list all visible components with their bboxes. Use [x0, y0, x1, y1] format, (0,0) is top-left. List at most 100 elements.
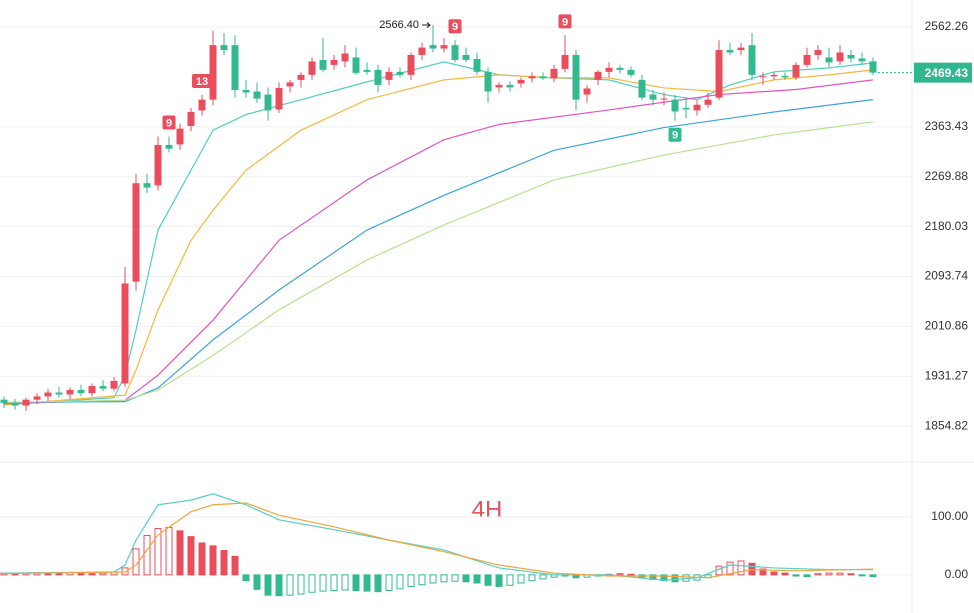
last-price-box: [914, 62, 972, 83]
macd-bar: [825, 572, 833, 576]
macd-bar: [836, 572, 844, 576]
candle-body: [352, 57, 360, 73]
macd-bar: [286, 574, 294, 596]
candle-body: [407, 54, 415, 75]
candle-body: [704, 99, 712, 105]
macd-bar: [484, 574, 492, 586]
macd-bar: [374, 574, 382, 593]
candle-body: [0, 399, 8, 403]
candle-body: [165, 144, 173, 149]
candle-body: [594, 71, 602, 80]
macd-bar: [330, 574, 338, 592]
candle-body: [363, 69, 371, 72]
moving-average: [3, 79, 874, 405]
macd-bar: [792, 574, 800, 577]
candle-body: [660, 98, 668, 100]
macd-bar: [473, 574, 481, 584]
macd-bar: [495, 574, 503, 587]
macd-bar: [726, 561, 734, 576]
macd-line: [3, 502, 874, 579]
td-marker-box: [558, 14, 572, 29]
candle-body: [473, 58, 481, 72]
candle-body: [682, 107, 690, 110]
candle-body: [759, 76, 767, 78]
macd-bar: [77, 572, 85, 576]
macd-bar: [407, 574, 415, 587]
candle-body: [726, 50, 734, 53]
candle-body: [154, 144, 162, 186]
candle-body: [440, 45, 448, 49]
macd-bar: [814, 573, 822, 576]
candle-body: [396, 71, 404, 75]
candle-body: [638, 79, 646, 98]
macd-bar: [176, 530, 184, 576]
y-tick-label: 0.00: [945, 567, 969, 581]
chart-title: 4H: [472, 496, 503, 523]
macd-bar: [55, 573, 63, 576]
macd-bar: [462, 574, 470, 583]
y-tick-label: 100.00: [931, 509, 968, 523]
candle-body: [770, 74, 778, 77]
macd-bar: [781, 572, 789, 576]
candle-body: [462, 54, 470, 60]
macd-bar: [352, 574, 360, 592]
macd-bar: [803, 574, 811, 578]
candle-body: [605, 67, 613, 72]
macd-bar: [231, 555, 239, 576]
candle-body: [825, 57, 833, 63]
high-price-label: 2566.40: [379, 19, 419, 31]
td-marker-box: [668, 127, 682, 142]
candle-body: [253, 91, 261, 99]
candle-body: [517, 79, 525, 84]
macd-bar: [418, 574, 426, 586]
candle-body: [231, 45, 239, 90]
macd-bar: [88, 573, 96, 576]
candle-body: [121, 283, 129, 384]
macd-bar: [759, 568, 767, 576]
macd-bar: [187, 536, 195, 576]
candle-body: [319, 59, 327, 70]
td-marker-label: 9: [166, 117, 172, 129]
td-marker-label: 9: [452, 21, 458, 33]
candle-body: [66, 389, 74, 395]
macd-bar: [671, 574, 679, 583]
candle-body: [77, 389, 85, 394]
candle-body: [451, 45, 459, 60]
candle-body: [649, 94, 657, 100]
td-marker-box: [192, 74, 212, 89]
candle-body: [803, 54, 811, 65]
candle-body: [418, 47, 426, 55]
candle-body: [792, 64, 800, 78]
macd-bar: [517, 574, 525, 584]
moving-average: [3, 61, 874, 406]
candle-body: [583, 88, 591, 95]
candle-body: [220, 45, 228, 51]
candle-body: [781, 75, 789, 78]
macd-bar: [429, 574, 437, 584]
moving-average: [3, 99, 874, 403]
macd-bar: [385, 574, 393, 592]
candle-body: [737, 47, 745, 51]
candle-body: [176, 128, 184, 145]
candle-body: [748, 45, 756, 75]
td-marker-label: 13: [196, 76, 208, 88]
moving-average: [3, 69, 874, 406]
y-tick-label: 2093.74: [925, 269, 969, 283]
macd-bar: [396, 574, 404, 590]
candle-body: [616, 67, 624, 70]
candle-body: [198, 99, 206, 111]
candle-body: [627, 69, 635, 75]
y-tick-label: 2562.26: [925, 19, 969, 33]
candle-body: [869, 61, 877, 73]
candle-body: [297, 74, 305, 80]
candle-body: [715, 50, 723, 98]
macd-bar: [847, 573, 855, 576]
candle-body: [550, 68, 558, 79]
macd-bar: [319, 574, 327, 592]
macd-bar: [198, 542, 206, 576]
candle-body: [484, 71, 492, 92]
macd-bar: [99, 572, 107, 576]
td-marker-label: 9: [562, 16, 568, 28]
candle-body: [858, 58, 866, 62]
